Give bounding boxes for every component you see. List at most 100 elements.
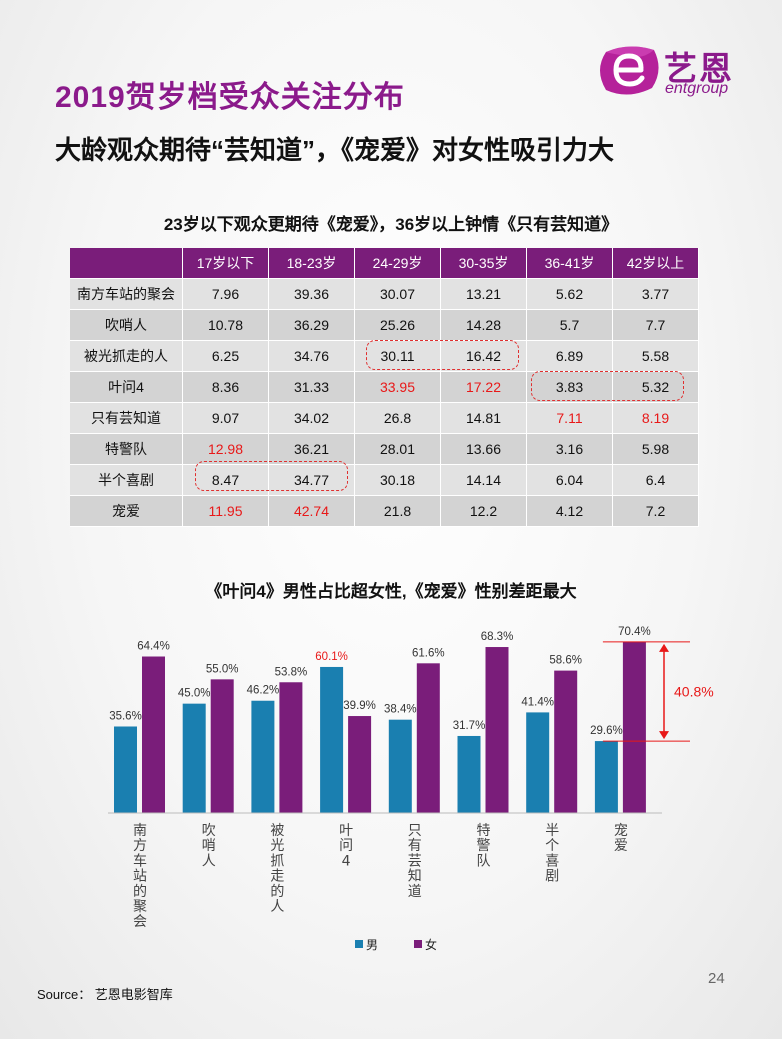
table-cell: 13.21 [440, 278, 527, 310]
table-cell: 7.7 [612, 309, 699, 341]
category-label-char: 剧 [545, 869, 559, 885]
bar-male [388, 719, 412, 813]
annotation-arrow-down-icon [659, 731, 669, 740]
bar-male [526, 712, 550, 813]
bar-male [594, 741, 618, 813]
category-label-char: 的 [133, 884, 147, 900]
data-label: 29.6% [590, 725, 623, 737]
row-label: 被光抓走的人 [70, 340, 183, 372]
table-title: 23岁以下观众更期待《宠爱》，36岁以上钟情《只有芸知道》 [163, 215, 619, 234]
category-label-char: 4 [342, 853, 351, 869]
table-cell: 7.11 [526, 402, 613, 434]
category-label-char: 警 [477, 838, 491, 854]
row-label: 半个喜剧 [70, 464, 183, 496]
table-cell: 30.07 [354, 278, 441, 310]
category-label-char: 爱 [614, 838, 628, 854]
table-cell: 12.2 [440, 495, 527, 527]
table-cell: 30.18 [354, 464, 441, 496]
table-cell: 6.89 [526, 340, 613, 372]
category-label-char: 吹 [202, 823, 216, 839]
table-row: 南方车站的聚会 7.96 39.36 30.07 13.21 5.62 3.77 [70, 278, 699, 310]
bar-female [485, 647, 509, 813]
table-cell: 34.76 [268, 340, 355, 372]
highlight-box-ye-wen [531, 371, 684, 401]
data-label: 39.9% [343, 700, 376, 712]
bar-female [554, 670, 578, 813]
category-label-char: 站 [133, 869, 147, 885]
table-cell: 26.8 [354, 402, 441, 434]
row-label: 特警队 [70, 433, 183, 465]
source-note: Source： 艺恩电影智库 [37, 987, 173, 1002]
bar-male [320, 666, 344, 813]
data-label: 35.6% [109, 710, 142, 722]
data-label: 60.1% [315, 651, 348, 663]
entgroup-e-logo-icon [600, 46, 659, 95]
bar-female [622, 641, 646, 813]
bar-female [210, 679, 234, 813]
data-label: 68.3% [481, 631, 514, 643]
bar-male [114, 726, 137, 813]
category-label-char: 宠 [614, 823, 628, 839]
legend-swatch-female [414, 940, 422, 948]
table-cell: 5.32 [612, 371, 699, 403]
category-label-char: 车 [133, 852, 147, 869]
category-label-char: 的 [270, 884, 284, 900]
category-label-char: 方 [133, 838, 147, 854]
bar-female [279, 682, 303, 813]
category-label-char: 抓 [270, 853, 284, 869]
row-label: 叶问4 [70, 371, 183, 403]
category-label-char: 道 [408, 884, 422, 900]
category-label-char: 队 [477, 853, 491, 869]
table-cell: 17.22 [440, 371, 527, 403]
table-row: 特警队 12.98 36.21 28.01 13.66 3.16 5.98 [70, 433, 699, 465]
chart-title: 《叶问4》男性占比超女性,《宠爱》性别差距最大 [205, 582, 577, 601]
category-label-char: 个 [545, 838, 559, 854]
table-cell: 12.98 [182, 433, 269, 465]
category-label-char: 光 [270, 838, 284, 854]
category-label-char: 半 [545, 823, 559, 839]
category-label-char: 有 [408, 838, 422, 854]
table-cell: 7.96 [182, 278, 269, 310]
table-cell: 28.01 [354, 433, 441, 465]
column-header: 42岁以上 [612, 248, 699, 279]
age-distribution-table: 17岁以下 18-23岁 24-29岁 30-35岁 36-41岁 42岁以上 … [70, 248, 699, 527]
legend-label: 男 [366, 938, 378, 952]
table-row: 半个喜剧 8.47 34.77 30.18 14.14 6.04 6.4 [70, 464, 699, 496]
column-header: 30-35岁 [440, 248, 527, 279]
category-label-char: 南 [133, 823, 147, 839]
bar-female [142, 656, 165, 813]
table-cell: 33.95 [354, 371, 441, 403]
category-label-char: 哨 [202, 838, 216, 854]
table-cell: 14.81 [440, 402, 527, 434]
row-label: 南方车站的聚会 [70, 278, 183, 310]
table-cell: 9.07 [182, 402, 269, 434]
table-corner-cell [70, 248, 183, 279]
table-row: 只有芸知道 9.07 34.02 26.8 14.81 7.11 8.19 [70, 402, 699, 434]
entgroup-logo: 艺恩 entgroup [598, 42, 763, 102]
legend-label: 女 [425, 937, 437, 952]
table-cell: 4.12 [526, 495, 613, 527]
row-label: 只有芸知道 [70, 402, 183, 434]
table-cell: 14.14 [440, 464, 527, 496]
data-label: 70.4% [618, 626, 651, 638]
table-cell: 34.02 [268, 402, 355, 434]
table-cell: 13.66 [440, 433, 527, 465]
bar-male [251, 700, 275, 813]
table-cell: 6.25 [182, 340, 269, 372]
category-label-char: 聚 [133, 899, 147, 915]
category-label-char: 人 [202, 853, 216, 869]
data-label: 41.4% [521, 696, 554, 708]
table-cell: 3.83 [526, 371, 613, 403]
table-cell: 8.36 [182, 371, 269, 403]
data-label: 38.4% [384, 704, 417, 716]
data-label: 55.0% [206, 663, 239, 675]
category-label-char: 会 [133, 914, 147, 930]
category-label-char: 喜 [545, 853, 559, 869]
data-label: 64.4% [137, 641, 170, 653]
table-cell: 5.58 [612, 340, 699, 372]
table-row: 叶问4 8.36 31.33 33.95 17.22 3.83 5.32 [70, 371, 699, 403]
table-cell: 8.19 [612, 402, 699, 434]
category-label-char: 叶 [339, 823, 353, 839]
column-header: 24-29岁 [354, 248, 441, 279]
category-label-char: 只 [408, 823, 422, 839]
